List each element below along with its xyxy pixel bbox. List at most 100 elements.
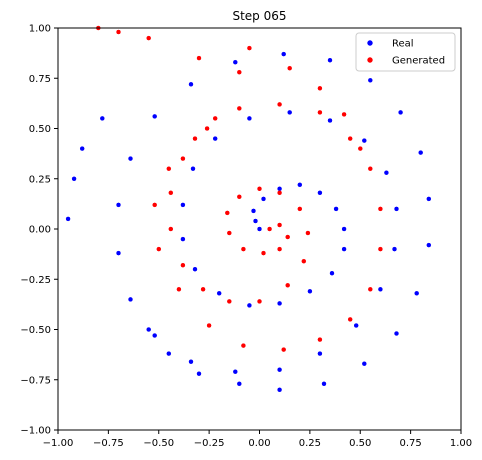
point-generated-50 — [116, 29, 121, 35]
legend-marker-generated — [367, 57, 373, 63]
point-generated-31 — [347, 317, 353, 322]
point-real-32 — [188, 359, 194, 364]
point-generated-24 — [277, 102, 282, 107]
point-generated-0 — [267, 226, 272, 232]
point-generated-17 — [200, 287, 206, 292]
point-generated-7 — [225, 210, 230, 216]
x-axis: −1.00 −0.75 −0.50 −0.25 0.00 0.25 0.50 0.75 1.00 — [43, 430, 472, 449]
point-generated-32 — [317, 337, 323, 342]
point-generated-46 — [317, 86, 323, 91]
point-real-1 — [253, 218, 258, 224]
x-tick-label: 1.00 — [450, 438, 472, 449]
point-real-56 — [146, 327, 151, 332]
point-real-49 — [394, 331, 399, 336]
point-generated-18 — [180, 262, 186, 268]
point-real-30 — [277, 367, 282, 372]
point-generated-28 — [378, 206, 383, 212]
point-generated-8 — [237, 194, 242, 200]
point-real-60 — [65, 216, 71, 222]
point-generated-30 — [368, 287, 373, 292]
point-generated-33 — [281, 347, 286, 352]
point-real-2 — [251, 208, 256, 214]
point-real-7 — [333, 206, 339, 212]
point-generated-9 — [257, 186, 262, 192]
point-real-46 — [426, 196, 432, 202]
point-real-40 — [233, 59, 238, 65]
point-real-16 — [180, 236, 186, 242]
point-real-48 — [414, 291, 419, 296]
point-generated-27 — [368, 166, 373, 171]
point-real-47 — [426, 242, 432, 248]
point-generated-29 — [378, 246, 383, 252]
point-real-25 — [394, 206, 399, 212]
point-real-10 — [329, 270, 335, 276]
point-real-29 — [317, 351, 323, 356]
point-real-19 — [212, 136, 218, 141]
point-real-53 — [237, 381, 242, 387]
point-real-34 — [128, 297, 133, 302]
legend-label-real: Real — [392, 39, 414, 50]
point-real-37 — [128, 156, 133, 161]
point-generated-16 — [227, 299, 232, 304]
point-real-11 — [307, 289, 313, 294]
y-axis: −1.00 −0.75 −0.50 −0.25 0.00 0.25 0.50 0.75 1.00 — [20, 24, 58, 437]
point-real-17 — [180, 202, 186, 208]
point-real-26 — [392, 246, 397, 252]
point-real-31 — [233, 369, 238, 374]
x-tick-label: 0.75 — [399, 438, 421, 449]
point-generated-44 — [247, 45, 252, 51]
legend: Real Generated — [355, 32, 456, 72]
point-generated-26 — [347, 136, 353, 141]
data-points — [65, 25, 432, 393]
point-generated-1 — [277, 222, 282, 228]
point-generated-38 — [152, 202, 157, 208]
y-tick-label: −0.25 — [20, 275, 51, 286]
point-generated-13 — [301, 258, 307, 264]
point-real-23 — [362, 138, 367, 143]
point-real-14 — [216, 291, 222, 296]
y-tick-label: −0.75 — [20, 375, 51, 386]
point-real-4 — [277, 186, 282, 192]
point-real-12 — [277, 301, 282, 306]
chart-title: Step 065 — [232, 9, 286, 23]
x-tick-label: 0.00 — [248, 438, 270, 449]
point-generated-4 — [261, 250, 266, 256]
point-real-27 — [378, 287, 383, 292]
point-real-33 — [152, 333, 157, 338]
point-real-51 — [321, 381, 327, 387]
point-real-41 — [281, 51, 286, 57]
point-generated-41 — [212, 116, 218, 121]
legend-marker-real — [367, 40, 373, 46]
point-real-42 — [327, 57, 333, 63]
point-real-58 — [79, 146, 85, 151]
point-real-44 — [398, 110, 403, 115]
x-tick-label: −0.25 — [194, 438, 225, 449]
point-real-21 — [287, 110, 292, 115]
point-real-35 — [116, 250, 121, 256]
x-tick-label: −0.50 — [143, 438, 174, 449]
point-real-22 — [327, 118, 333, 123]
point-real-9 — [341, 246, 347, 252]
point-real-57 — [100, 116, 105, 121]
point-real-3 — [261, 196, 266, 202]
legend-label-generated: Generated — [392, 56, 445, 67]
point-generated-37 — [156, 246, 162, 252]
point-generated-49 — [146, 35, 151, 41]
point-real-39 — [188, 82, 194, 87]
point-real-50 — [362, 361, 367, 366]
y-tick-label: 0.75 — [29, 74, 51, 85]
point-real-6 — [317, 190, 323, 196]
point-real-0 — [257, 226, 262, 232]
point-real-45 — [418, 150, 423, 155]
point-generated-40 — [192, 136, 198, 141]
y-tick-label: 0.50 — [29, 124, 51, 135]
point-generated-22 — [204, 126, 210, 131]
point-real-28 — [353, 323, 359, 328]
point-real-8 — [341, 226, 347, 232]
y-tick-label: −1.00 — [20, 426, 51, 437]
point-generated-43 — [196, 55, 202, 61]
point-generated-47 — [341, 112, 347, 117]
point-generated-20 — [168, 190, 174, 196]
point-real-18 — [190, 166, 196, 171]
